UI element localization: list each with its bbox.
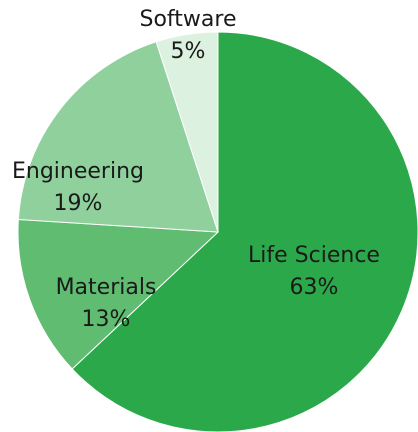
pie-slice-engineering — [17, 41, 219, 233]
pie-slice-materials — [17, 218, 220, 370]
slice-category-materials: Materials — [56, 275, 157, 300]
pie-slices — [17, 31, 418, 432]
pie-labels: Life Science 63% Materials 13% Engineering 19… — [12, 7, 380, 332]
slice-label-engineering: Engineering 19% — [12, 159, 144, 216]
slice-value-engineering: 19% — [54, 191, 103, 216]
slice-category-engineering: Engineering — [12, 159, 144, 184]
slice-value-software: 5% — [171, 39, 206, 64]
pie-slice-life-science — [71, 31, 418, 432]
slice-value-life-science: 63% — [290, 275, 339, 300]
slice-value-materials: 13% — [82, 307, 131, 332]
slice-label-software: Software 5% — [140, 7, 237, 64]
slice-label-life-science: Life Science 63% — [248, 243, 380, 300]
pie-slice-software — [155, 31, 219, 233]
slice-category-software: Software — [140, 7, 237, 32]
slice-category-life-science: Life Science — [248, 243, 380, 268]
slice-label-materials: Materials 13% — [56, 275, 157, 332]
